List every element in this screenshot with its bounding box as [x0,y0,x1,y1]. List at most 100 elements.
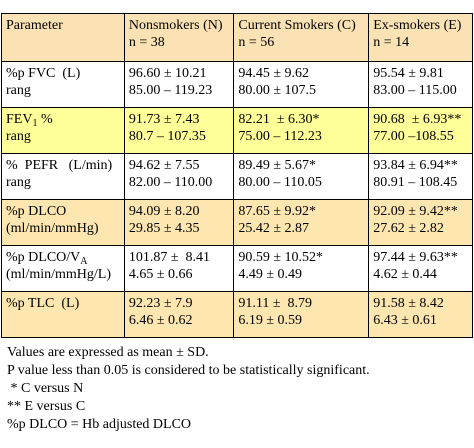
value-text: 80.00 – 110.05 [238,175,322,190]
value-cell: 89.49 ± 5.67* 80.00 – 110.05 [233,153,370,200]
parameter-text: % [37,112,53,127]
parameter-cell: %p DLCO (ml/min/mmHg) [1,199,125,246]
value-text: 92.09 ± 9.42** [373,204,458,219]
parameter-text: FEV [6,112,33,127]
value-cell: 91.58 ± 8.42 6.43 ± 0.61 [368,291,473,338]
header-text: n = 14 [373,35,410,50]
value-cell: 87.65 ± 9.92* 25.42 ± 2.87 [233,199,370,246]
value-cell: 94.62 ± 7.55 82.00 – 110.00 [123,153,235,200]
value-text: 93.84 ± 6.94** [373,158,458,173]
data-row: % PEFR (L/min) rang 94.62 ± 7.55 82.00 – 11… [1,153,473,200]
value-text: 4.65 ± 0.66 [128,267,193,282]
footnote: P value less than 0.05 is considered to … [7,363,370,378]
value-text: 80.91 – 108.45 [373,175,458,190]
parameter-text: rang [6,129,31,144]
value-text: 87.65 ± 9.92* [238,204,317,219]
footnote: Values are expressed as mean ± SD. [7,345,209,360]
value-cell: 96.60 ± 10.21 85.00 – 119.23 [123,61,235,108]
parameter-text: %p FVC (L) [6,66,81,81]
parameter-line: rang [6,128,120,145]
value-text: 82.21 ± 6.30* [238,112,320,127]
value-text: 29.85 ± 4.35 [128,221,200,236]
footnote: %p DLCO = Hb adjusted DLCO [7,417,192,432]
data-row: %p DLCO (ml/min/mmHg) 94.09 ± 8.20 29.85 ± … [1,199,473,246]
value-text: 83.00 – 115.00 [373,83,457,98]
value-text: 90.59 ± 10.52* [238,250,324,265]
value-text: 91.58 ± 8.42 [373,296,444,311]
value-cell: 90.59 ± 10.52* 4.49 ± 0.49 [233,245,370,292]
parameter-line: rang [6,174,120,191]
value-text: 89.49 ± 5.67* [238,158,317,173]
parameter-line: %p DLCO/VA [6,249,120,267]
value-text: 91.73 ± 7.43 [128,112,200,127]
parameter-cell: %p TLC (L) [1,291,125,338]
value-cell: 92.09 ± 9.42** 27.62 ± 2.82 [368,199,473,246]
parameter-cell: FEV1 % rang [1,107,125,154]
value-text: 4.49 ± 0.49 [238,267,303,282]
value-text: 27.62 ± 2.82 [373,221,444,236]
value-text: 75.00 – 112.23 [238,129,322,144]
value-text: 4.62 ± 0.44 [373,267,437,282]
header-text: Ex-smokers (E) [373,18,462,33]
parameter-line: (ml/min/mmHg/L) [6,266,120,283]
value-text: 90.68 ± 6.93** [373,112,462,127]
parameter-text: % PEFR (L/min) [6,158,113,173]
value-text: 6.46 ± 0.62 [128,313,193,328]
value-text: 6.19 ± 0.59 [238,313,303,328]
value-text: 94.09 ± 8.20 [128,204,200,219]
parameter-line: %p FVC (L) [6,65,120,82]
data-row: FEV1 % rang 91.73 ± 7.43 80.7 – 107.35 82.21… [1,107,473,154]
parameter-cell: %p FVC (L) rang [1,61,125,108]
header-cell: Parameter [1,13,125,62]
value-cell: 95.54 ± 9.81 83.00 – 115.00 [368,61,473,108]
parameter-line [6,312,120,329]
parameter-cell: % PEFR (L/min) rang [1,153,125,200]
header-text: Nonsmokers (N) [128,18,223,33]
value-text: 101.87 ± 8.41 [128,250,211,265]
data-table: Parameter Nonsmokers (N) n = 38 Current Smo… [1,13,473,338]
value-text: 85.00 – 119.23 [128,83,213,98]
value-cell: 94.45 ± 9.62 80.00 ± 107.5 [233,61,370,108]
header-text: Current Smokers (C) [238,18,356,33]
data-row: %p DLCO/VA (ml/min/mmHg/L) 101.87 ± 8.41 4.… [1,245,473,292]
footnote: * C versus N [7,381,84,396]
value-cell: 82.21 ± 6.30* 75.00 – 112.23 [233,107,370,154]
value-text: 6.43 ± 0.61 [373,313,437,328]
value-text: 77.00 –108.55 [373,129,454,144]
value-text: 97.44 ± 9.63** [373,250,458,265]
value-cell: 92.23 ± 7.9 6.46 ± 0.62 [123,291,235,338]
value-text: 95.54 ± 9.81 [373,66,444,81]
parameter-line: %p TLC (L) [6,295,120,312]
value-cell: 93.84 ± 6.94** 80.91 – 108.45 [368,153,473,200]
value-cell: 101.87 ± 8.41 4.65 ± 0.66 [123,245,235,292]
header-cell: Nonsmokers (N) n = 38 [123,13,235,62]
parameter-text: %p DLCO/V [6,250,81,265]
cropped-title-area [0,0,474,13]
header-text: n = 38 [128,35,165,50]
parameter-line: FEV1 % [6,111,120,129]
value-cell: 97.44 ± 9.63** 4.62 ± 0.44 [368,245,473,292]
value-text: 92.23 ± 7.9 [128,296,193,311]
value-cell: 91.73 ± 7.43 80.7 – 107.35 [123,107,235,154]
parameter-text: rang [6,83,31,98]
header-row: Parameter Nonsmokers (N) n = 38 Current Smo… [1,13,473,62]
data-row: %p TLC (L) 92.23 ± 7.9 6.46 ± 0.62 91.11 ±… [1,291,473,338]
parameter-line: % PEFR (L/min) [6,157,120,174]
header-cell: Ex-smokers (E) n = 14 [368,13,473,62]
parameter-text: rang [6,175,31,190]
value-text: 94.62 ± 7.55 [128,158,200,173]
parameter-cell: %p DLCO/VA (ml/min/mmHg/L) [1,245,125,292]
value-text: 80.00 ± 107.5 [238,83,317,98]
header-cell: Current Smokers (C) n = 56 [233,13,370,62]
parameter-text: (ml/min/mmHg) [6,221,99,236]
value-cell: 91.11 ± 8.79 6.19 ± 0.59 [233,291,370,338]
value-text: 96.60 ± 10.21 [128,66,207,81]
value-text: 94.45 ± 9.62 [238,66,310,81]
parameter-text: (ml/min/mmHg/L) [6,267,111,282]
value-cell: 94.09 ± 8.20 29.85 ± 4.35 [123,199,235,246]
value-text: 91.11 ± 8.79 [238,296,313,311]
header-text: n = 56 [238,35,275,50]
parameter-line: (ml/min/mmHg) [6,220,120,237]
data-row: %p FVC (L) rang 96.60 ± 10.21 85.00 – 119.2… [1,61,473,108]
